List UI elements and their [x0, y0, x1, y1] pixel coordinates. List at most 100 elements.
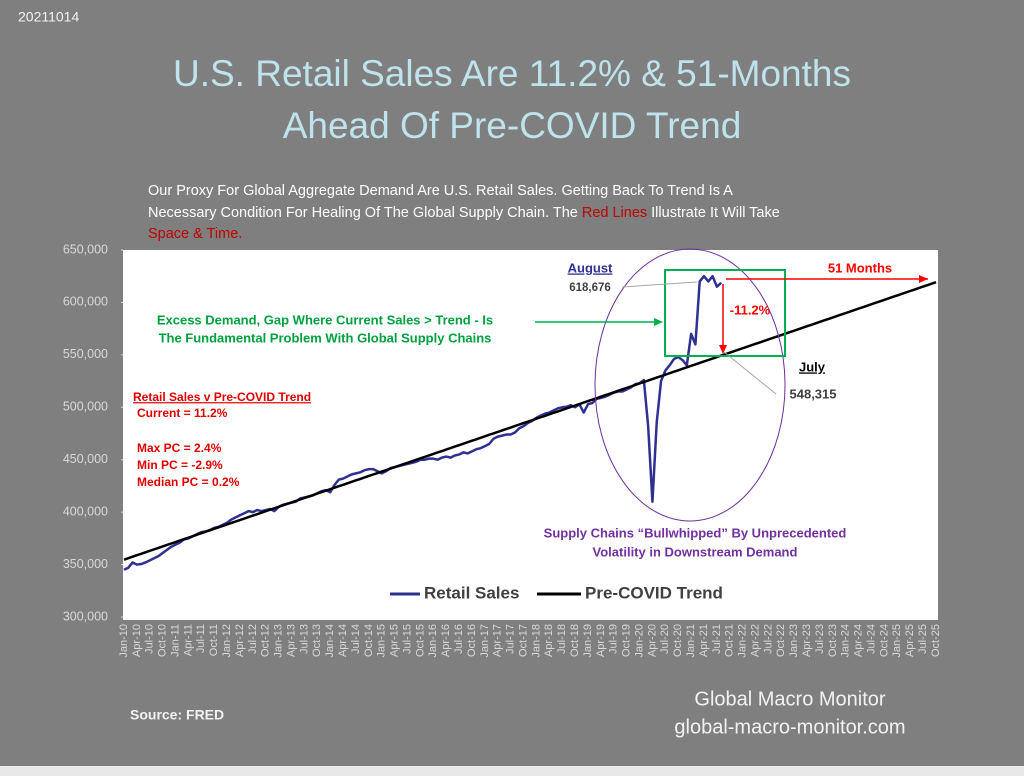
- bottom-bar: [0, 766, 1024, 776]
- x-tick-label: Jan-11: [169, 624, 181, 657]
- x-tick-label: Apr-19: [595, 624, 607, 657]
- x-tick-label: Jul-17: [505, 624, 517, 654]
- legend-label: Pre-COVID Trend: [585, 583, 723, 602]
- annotation: August: [568, 260, 613, 275]
- x-tick-label: Jan-23: [788, 624, 800, 658]
- x-tick-label: Jul-23: [814, 624, 826, 654]
- x-tick-label: Jul-20: [659, 624, 671, 654]
- x-tick-label: Oct-25: [930, 624, 942, 657]
- annotation: July: [799, 359, 826, 374]
- x-tick-label: Oct-24: [878, 624, 890, 657]
- x-tick-label: Oct-19: [621, 624, 633, 657]
- x-tick-label: Apr-12: [234, 624, 246, 657]
- annotation: -11.2%: [730, 302, 771, 317]
- x-tick-label: Jul-19: [608, 624, 620, 654]
- x-tick-label: Oct-17: [517, 624, 529, 657]
- x-tick-label: Apr-15: [389, 624, 401, 657]
- x-tick-label: Apr-17: [492, 624, 504, 657]
- date: 20211014: [18, 9, 79, 25]
- x-tick-label: Oct-15: [414, 624, 426, 657]
- x-tick-label: Jan-24: [840, 624, 852, 658]
- y-tick-label: 600,000: [63, 295, 108, 309]
- y-tick-label: 400,000: [63, 504, 108, 518]
- gap-box: [664, 269, 786, 357]
- x-tick-label: Jan-16: [427, 624, 439, 658]
- stats: Max PC = 2.4%: [137, 441, 222, 455]
- x-tick-label: Jul-24: [865, 624, 877, 654]
- x-tick-label: Oct-10: [157, 624, 169, 657]
- annotation: 548,315: [790, 386, 837, 401]
- x-tick-label: Jul-11: [195, 624, 207, 653]
- footer: Global Macro Monitor: [694, 688, 886, 710]
- x-tick-label: Jan-22: [737, 624, 749, 658]
- x-tick-label: Jan-25: [891, 624, 903, 658]
- x-tick-label: Oct-11: [208, 624, 220, 656]
- x-tick-label: Jul-21: [711, 624, 723, 654]
- series-line: [123, 281, 937, 561]
- leader-line: [621, 281, 698, 288]
- x-tick-label: Jan-15: [376, 624, 388, 658]
- x-tick-label: Jan-12: [221, 624, 233, 658]
- x-tick-label: Apr-11: [182, 624, 194, 656]
- chart: 300,000 350,000 400,000 450,000 500,000 550,0…: [63, 242, 942, 657]
- stats: Min PC = -2.9%: [137, 458, 223, 472]
- x-tick-label: Apr-18: [543, 624, 555, 657]
- x-tick-label: Apr-24: [853, 624, 865, 657]
- x-tick-label: Apr-13: [285, 624, 297, 657]
- annotation: The Fundamental Problem With Global Supp…: [159, 330, 492, 345]
- x-tick-label: Apr-22: [749, 624, 761, 657]
- leader-line: [723, 351, 777, 395]
- y-tick-label: 300,000: [63, 609, 108, 623]
- x-tick-label: Jan-19: [582, 624, 594, 658]
- title: Ahead Of Pre-COVID Trend: [283, 105, 742, 146]
- footer: global-macro-monitor.com: [674, 716, 905, 738]
- description: Illustrate It Will Take: [651, 205, 780, 221]
- x-tick-label: Oct-21: [724, 624, 736, 657]
- x-tick-label: Jan-21: [685, 624, 697, 658]
- arrow-head: [919, 275, 928, 283]
- annotation: 618,676: [569, 282, 611, 294]
- annotation: Excess Demand, Gap Where Current Sales >…: [157, 312, 493, 327]
- x-tick-label: Jan-10: [118, 624, 130, 658]
- highlight-ellipse: [594, 248, 786, 522]
- x-tick-label: Jul-10: [144, 624, 156, 654]
- x-tick-label: Apr-23: [801, 624, 813, 657]
- arrow-head: [654, 318, 663, 326]
- x-tick-label: Oct-13: [311, 624, 323, 657]
- x-tick-label: Jul-13: [298, 624, 310, 654]
- x-tick-label: Apr-25: [904, 624, 916, 657]
- source: Source: FRED: [130, 707, 224, 723]
- stats: Current = 11.2%: [137, 406, 228, 420]
- x-tick-label: Oct-20: [672, 624, 684, 657]
- x-tick-label: Jan-13: [273, 624, 285, 658]
- x-tick-label: Jan-20: [633, 624, 645, 658]
- x-tick-label: Jan-18: [530, 624, 542, 658]
- description-highlight: Red Lines: [582, 205, 647, 221]
- x-tick-label: Apr-16: [440, 624, 452, 657]
- stats: Median PC = 0.2%: [137, 475, 240, 489]
- description-highlight: Space & Time.: [148, 226, 242, 242]
- x-tick-label: Jan-17: [479, 624, 491, 658]
- annotations: August 618,676 51 Months -11.2% July 548…: [133, 248, 928, 559]
- annotation: Supply Chains “Bullwhipped” By Unprecede…: [544, 525, 847, 540]
- x-tick-label: Oct-12: [260, 624, 272, 657]
- y-tick-label: 500,000: [63, 400, 108, 414]
- title: U.S. Retail Sales Are 11.2% & 51-Months: [173, 53, 851, 94]
- x-tick-label: Jul-12: [247, 624, 259, 654]
- x-tick-label: Jul-14: [350, 624, 362, 654]
- description: Our Proxy For Global Aggregate Demand Ar…: [148, 183, 733, 199]
- y-tick-label: 650,000: [63, 242, 108, 256]
- x-tick-label: Jul-18: [556, 624, 568, 654]
- description: Necessary Condition For Healing Of The G…: [148, 205, 780, 221]
- x-tick-label: Oct-22: [775, 624, 787, 657]
- y-tick-label: 350,000: [63, 557, 108, 571]
- stats: Retail Sales v Pre-COVID Trend: [133, 390, 311, 404]
- x-tick-label: Jul-15: [401, 624, 413, 654]
- y-tick-label: 450,000: [63, 452, 108, 466]
- description: Necessary Condition For Healing Of The G…: [148, 205, 578, 221]
- annotation: Volatility in Downstream Demand: [593, 544, 798, 559]
- x-tick-label: Jan-14: [324, 624, 336, 658]
- x-tick-label: Oct-16: [466, 624, 478, 657]
